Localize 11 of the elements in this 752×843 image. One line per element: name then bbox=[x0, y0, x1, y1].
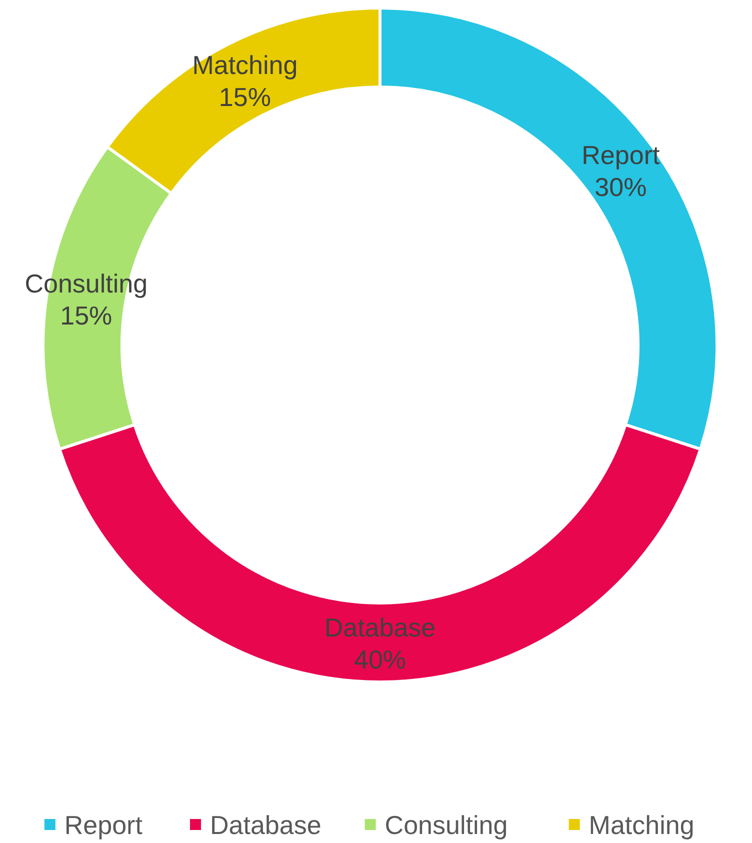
legend-label: Consulting bbox=[384, 810, 508, 840]
data-label: 40% bbox=[354, 644, 406, 674]
legend-label: Matching bbox=[588, 810, 694, 840]
data-label: 15% bbox=[218, 82, 271, 112]
slice-label: Report bbox=[582, 140, 660, 170]
data-label: 30% bbox=[594, 172, 647, 202]
slice-label: Matching bbox=[192, 50, 298, 80]
legend-label: Database bbox=[210, 810, 322, 840]
legend-label: Report bbox=[64, 810, 144, 840]
data-label: 15% bbox=[60, 300, 112, 330]
slice-label: Database bbox=[324, 612, 436, 642]
